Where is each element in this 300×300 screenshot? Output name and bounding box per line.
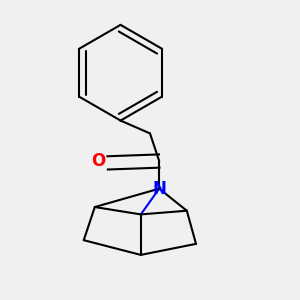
Text: N: N — [152, 180, 166, 198]
Text: O: O — [91, 152, 106, 170]
